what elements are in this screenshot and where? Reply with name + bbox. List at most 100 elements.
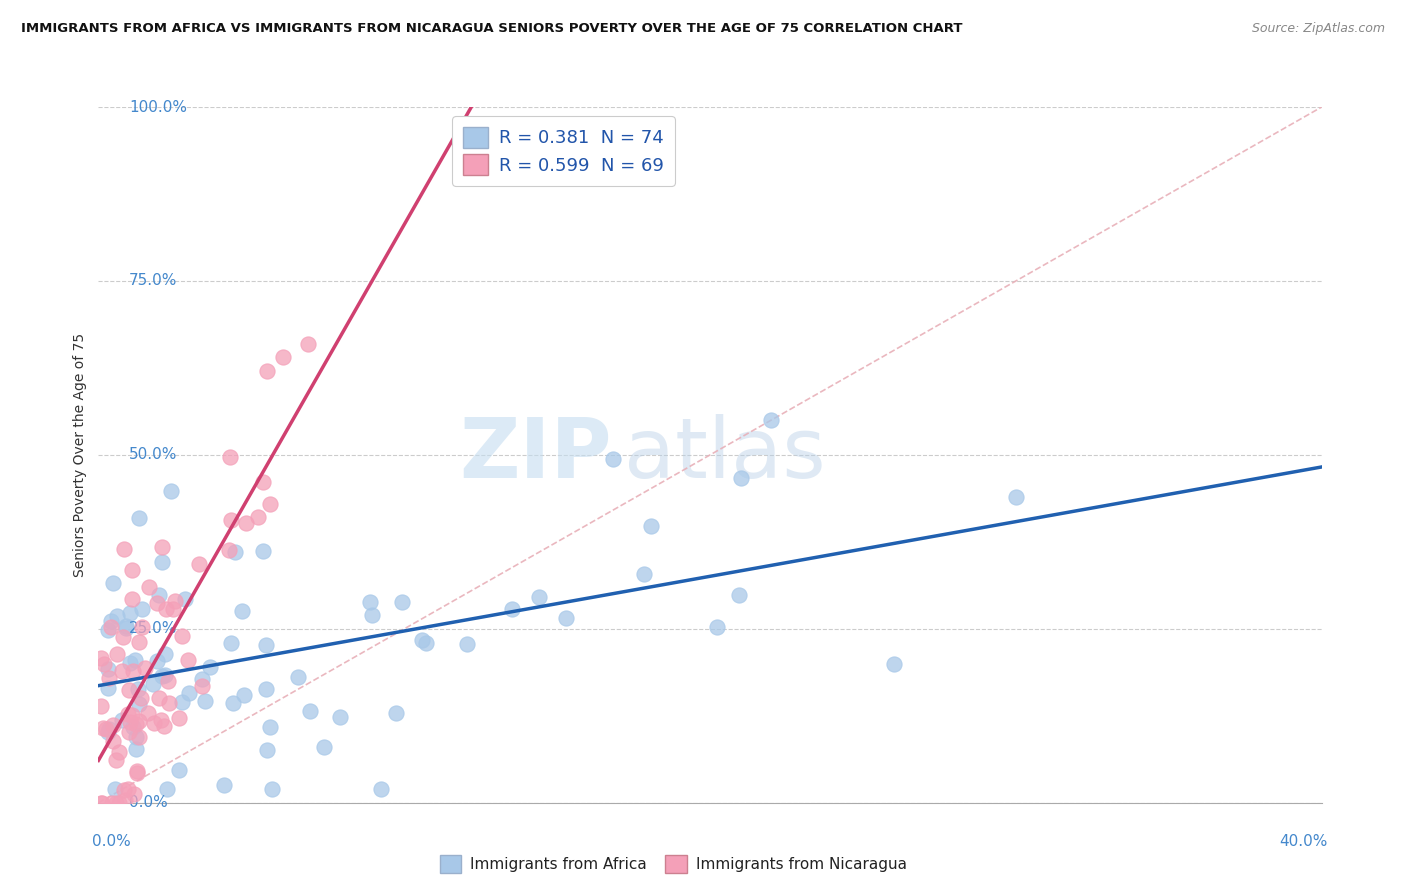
Point [111, 664, 134, 678]
Point [730, 471, 752, 485]
Point [247, 509, 270, 524]
Point [314, 740, 336, 755]
Point [212, 778, 235, 792]
Point [728, 588, 751, 602]
Point [187, 557, 209, 571]
Point [163, 594, 186, 608]
Point [108, 796, 131, 810]
Point [100, 620, 122, 634]
Point [128, 510, 150, 524]
Text: 100.0%: 100.0% [129, 100, 187, 114]
Point [118, 606, 141, 620]
Point [602, 452, 624, 467]
Point [262, 781, 284, 796]
Point [136, 706, 159, 721]
Y-axis label: Seniors Poverty Over the Age of 75: Seniors Poverty Over the Age of 75 [73, 333, 87, 577]
Point [105, 647, 128, 661]
Point [633, 566, 655, 581]
Point [157, 696, 180, 710]
Point [97, 725, 120, 739]
Point [159, 484, 181, 499]
Point [411, 633, 433, 648]
Point [191, 672, 214, 686]
Point [146, 596, 169, 610]
Point [90, 651, 112, 665]
Point [254, 681, 277, 696]
Point [128, 697, 150, 711]
Point [122, 787, 145, 801]
Point [191, 679, 214, 693]
Point [97, 623, 120, 637]
Point [128, 714, 150, 729]
Point [101, 734, 124, 748]
Point [107, 745, 129, 759]
Point [124, 716, 146, 731]
Point [125, 766, 148, 780]
Point [259, 497, 281, 511]
Point [127, 681, 149, 696]
Point [219, 636, 242, 650]
Point [555, 611, 578, 625]
Text: 25.0%: 25.0% [129, 622, 177, 636]
Point [329, 710, 352, 724]
Point [148, 588, 170, 602]
Point [235, 516, 257, 530]
Point [104, 781, 127, 796]
Point [105, 753, 128, 767]
Point [370, 781, 392, 796]
Point [90, 796, 112, 810]
Point [100, 796, 122, 810]
Point [121, 562, 143, 576]
Point [117, 781, 139, 796]
Point [640, 519, 662, 533]
Point [153, 648, 176, 662]
Point [361, 608, 384, 623]
Point [415, 635, 437, 649]
Text: Source: ZipAtlas.com: Source: ZipAtlas.com [1251, 22, 1385, 36]
Point [218, 542, 240, 557]
Point [162, 602, 184, 616]
Point [148, 691, 170, 706]
Text: atlas: atlas [624, 415, 827, 495]
Point [252, 475, 274, 489]
Point [254, 638, 277, 652]
Point [527, 591, 550, 605]
Point [115, 621, 138, 635]
Point [131, 620, 153, 634]
Point [91, 796, 114, 810]
Point [177, 686, 200, 700]
Point [97, 663, 120, 677]
Legend: Immigrants from Africa, Immigrants from Nicaragua: Immigrants from Africa, Immigrants from … [433, 849, 912, 879]
Point [271, 350, 294, 364]
Point [173, 592, 195, 607]
Point [121, 708, 143, 723]
Point [224, 544, 246, 558]
Point [96, 722, 118, 736]
Point [219, 513, 242, 527]
Text: ZIP: ZIP [460, 415, 612, 495]
Point [105, 608, 128, 623]
Point [761, 413, 783, 427]
Point [117, 682, 139, 697]
Point [153, 668, 176, 682]
Point [1004, 490, 1026, 504]
Point [150, 555, 173, 569]
Point [384, 706, 406, 720]
Point [155, 602, 177, 616]
Point [112, 630, 135, 644]
Point [128, 634, 150, 648]
Point [297, 337, 319, 351]
Point [115, 618, 138, 632]
Point [91, 721, 114, 735]
Point [124, 731, 146, 745]
Point [177, 653, 200, 667]
Point [118, 656, 141, 670]
Point [112, 783, 135, 797]
Point [129, 690, 152, 705]
Point [117, 706, 139, 721]
Point [111, 713, 134, 727]
Point [172, 696, 194, 710]
Point [100, 614, 122, 628]
Point [125, 742, 148, 756]
Point [93, 657, 115, 671]
